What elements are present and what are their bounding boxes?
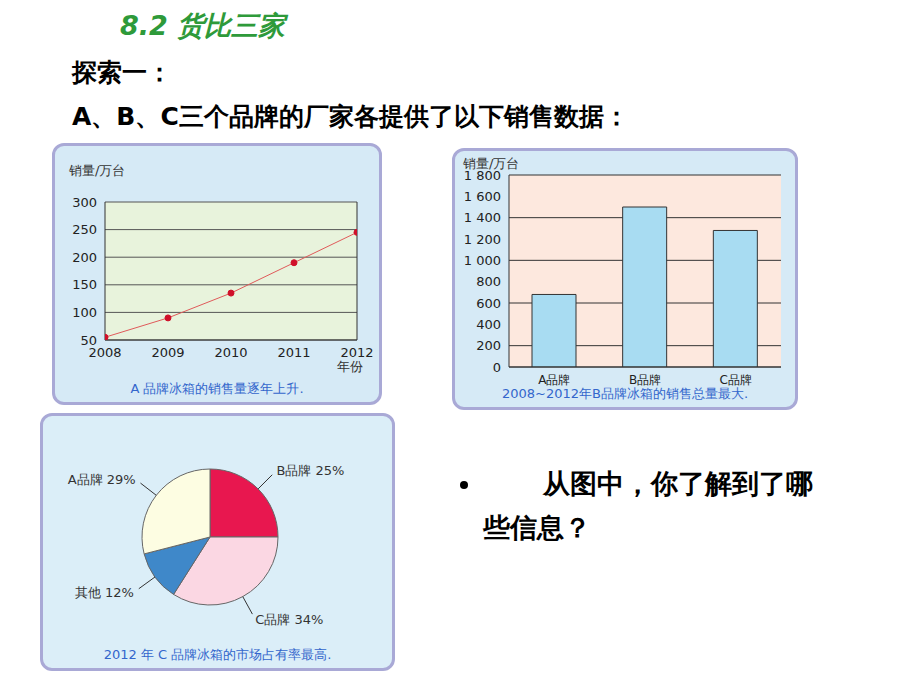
svg-text:A品牌 29%: A品牌 29%: [68, 472, 136, 487]
svg-text:C品牌 34%: C品牌 34%: [255, 612, 323, 627]
svg-text:B品牌 25%: B品牌 25%: [276, 463, 344, 478]
svg-text:A品牌: A品牌: [538, 373, 570, 387]
svg-text:1 800: 1 800: [464, 168, 501, 183]
svg-text:250: 250: [72, 222, 97, 237]
svg-text:200: 200: [476, 338, 501, 353]
html-text:2008~2012年B品牌冰箱的销售总量最大.: 2008~2012年B品牌冰箱的销售总量最大.: [501, 386, 749, 401]
html-text:年份: 年份: [337, 359, 363, 374]
svg-text:2011: 2011: [277, 345, 310, 360]
svg-text:300: 300: [72, 195, 97, 210]
svg-text:2010: 2010: [214, 345, 247, 360]
html-text:销量/万台: 销量/万台: [463, 156, 520, 171]
html-text:A 品牌冰箱的销售量逐年上升.: A 品牌冰箱的销售量逐年上升.: [130, 381, 304, 396]
svg-text:400: 400: [476, 317, 501, 332]
html-text:2012 年 C 品牌冰箱的市场占有率最高.: 2012 年 C 品牌冰箱的市场占有率最高.: [103, 647, 332, 662]
svg-text:2009: 2009: [151, 345, 184, 360]
svg-text:0: 0: [493, 360, 501, 375]
html-text:8.2 货比三家: 8.2 货比三家: [120, 10, 286, 41]
html-text:探索一：: 探索一：: [72, 58, 172, 87]
html-text:A、B、C三个品牌的厂家各提供了以下销售数据：: A、B、C三个品牌的厂家各提供了以下销售数据：: [72, 102, 629, 131]
svg-text:100: 100: [72, 305, 97, 320]
svg-text:其他 12%: 其他 12%: [75, 585, 134, 600]
svg-text:2012: 2012: [340, 345, 373, 360]
html-text:销量/万台: 销量/万台: [69, 163, 126, 178]
html-text:从图中，你了解到了哪些信息？: 从图中，你了解到了哪些信息？: [483, 468, 813, 543]
svg-text:50: 50: [80, 333, 97, 348]
svg-text:800: 800: [476, 274, 501, 289]
svg-text:1 600: 1 600: [464, 189, 501, 204]
svg-text:1 000: 1 000: [464, 253, 501, 268]
svg-text:200: 200: [72, 250, 97, 265]
svg-text:150: 150: [72, 277, 97, 292]
svg-text:B品牌: B品牌: [629, 373, 661, 387]
svg-text:600: 600: [476, 296, 501, 311]
svg-text:2008: 2008: [88, 345, 122, 361]
svg-text:C品牌: C品牌: [719, 373, 751, 387]
svg-text:1 400: 1 400: [464, 210, 501, 225]
svg-text:1 200: 1 200: [464, 232, 501, 247]
